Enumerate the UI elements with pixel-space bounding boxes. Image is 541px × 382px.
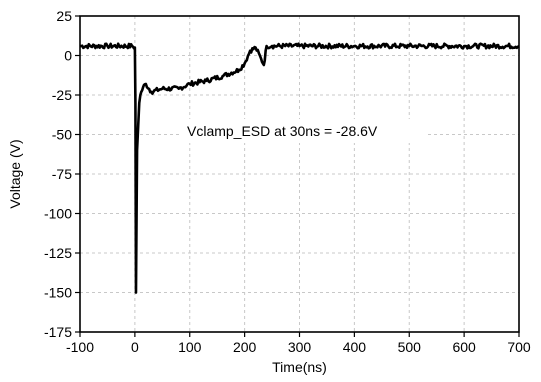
x-tick-label: 500 xyxy=(398,339,422,355)
annotation-background xyxy=(180,119,425,143)
y-tick-label: -75 xyxy=(52,166,72,182)
x-tick-label: 700 xyxy=(507,339,531,355)
y-tick-label: -125 xyxy=(44,245,72,261)
x-tick-label: 600 xyxy=(452,339,476,355)
voltage-trace xyxy=(79,42,520,294)
y-axis-title: Voltage (V) xyxy=(7,139,23,208)
y-tick-label: -50 xyxy=(52,127,72,143)
x-tick-label: 100 xyxy=(178,339,202,355)
tick-layer: -100 0 100 200 300 400 500 600 700 25 0 -25 -50 -75 -1… xyxy=(44,8,531,355)
x-tick-label: 300 xyxy=(288,339,312,355)
grid-layer xyxy=(80,16,519,332)
y-tick-label: -175 xyxy=(44,324,72,340)
x-tick-label: 0 xyxy=(131,339,139,355)
x-tick-label: 200 xyxy=(233,339,257,355)
x-axis-title: Time(ns) xyxy=(272,359,327,375)
annotation-label: Vclamp_ESD at 30ns = -28.6V xyxy=(187,123,378,139)
y-tick-label: -25 xyxy=(52,87,72,103)
y-tick-label: 25 xyxy=(56,8,72,24)
y-tick-label: 0 xyxy=(64,48,72,64)
x-tick-label: 400 xyxy=(343,339,367,355)
y-tick-label: -150 xyxy=(44,285,72,301)
x-tick-label: -100 xyxy=(66,339,94,355)
y-tick-label: -100 xyxy=(44,206,72,222)
